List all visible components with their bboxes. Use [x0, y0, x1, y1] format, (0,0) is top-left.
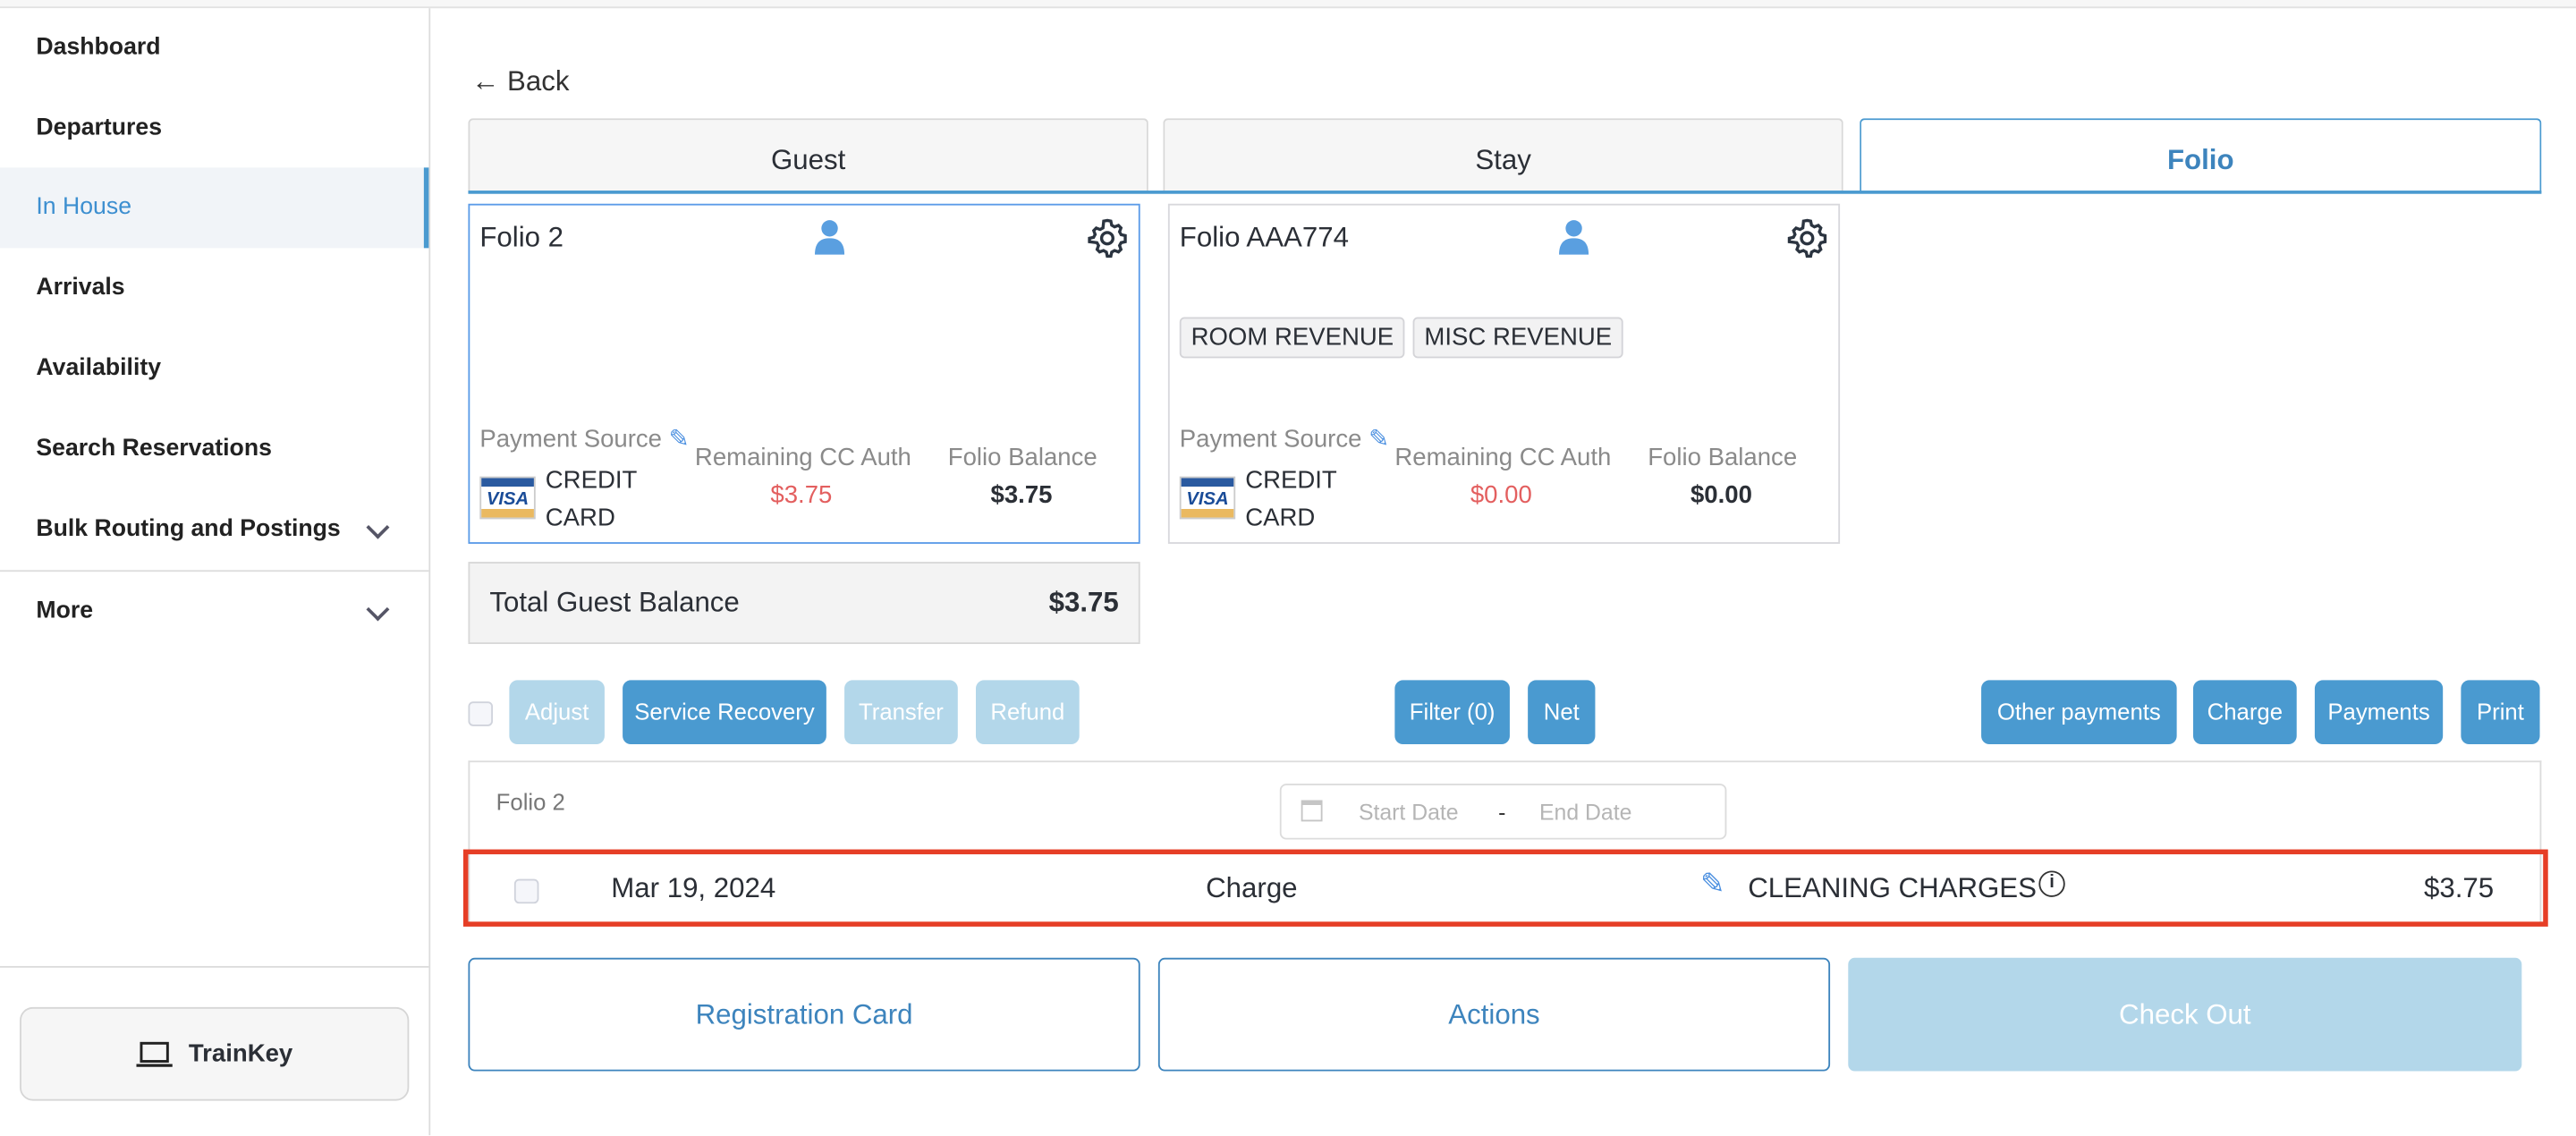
print-button[interactable]: Print: [2461, 680, 2540, 745]
row-checkbox[interactable]: [513, 878, 539, 904]
sidebar-item-more[interactable]: More: [0, 572, 428, 652]
info-icon[interactable]: i: [2038, 870, 2065, 897]
tab-guest[interactable]: Guest: [468, 118, 1148, 192]
folio-transactions-table: Folio 2: [468, 760, 2542, 926]
sidebar-item-arrivals[interactable]: Arrivals: [36, 274, 125, 301]
remaining-cc-auth-label: Remaining CC Auth: [694, 443, 911, 472]
remaining-cc-auth-label: Remaining CC Auth: [1394, 443, 1612, 472]
edit-icon[interactable]: ✎: [1368, 425, 1390, 454]
sidebar-item-label: Bulk Routing and Postings: [36, 515, 341, 543]
sidebar-item-in-house[interactable]: In House: [0, 167, 429, 249]
calendar-icon: [1301, 800, 1323, 822]
total-value: $3.75: [1048, 586, 1119, 618]
row-date: Mar 19, 2024: [611, 872, 776, 904]
revenue-tag: ROOM REVENUE: [1179, 317, 1406, 359]
folio-title: Folio 2: [479, 221, 564, 253]
folio-balance-value: $0.00: [1690, 481, 1752, 510]
folio-balance-label: Folio Balance: [1648, 443, 1798, 472]
tab-underline: [468, 191, 2542, 194]
check-out-button[interactable]: Check Out: [1848, 957, 2522, 1072]
revenue-tag: MISC REVENUE: [1412, 317, 1624, 359]
net-button[interactable]: Net: [1528, 680, 1596, 745]
back-link[interactable]: ← Back: [471, 65, 570, 97]
back-label: Back: [507, 65, 570, 97]
person-icon[interactable]: [1557, 218, 1590, 255]
remaining-cc-auth-value: $3.75: [770, 481, 833, 510]
date-separator: -: [1498, 800, 1506, 826]
filter-button[interactable]: Filter (0): [1394, 680, 1510, 745]
gear-icon[interactable]: [1785, 216, 1828, 259]
sidebar-item-bulk-routing[interactable]: Bulk Routing and Postings: [0, 489, 428, 570]
sidebar: Dashboard Departures In House Arrivals A…: [0, 8, 431, 1136]
payments-button[interactable]: Payments: [2314, 680, 2444, 745]
trainkey-button[interactable]: TrainKey: [20, 1006, 410, 1101]
refund-button[interactable]: Refund: [975, 680, 1080, 745]
chevron-down-icon: [366, 598, 390, 622]
chevron-down-icon: [366, 515, 390, 539]
date-range-input[interactable]: Start Date - End Date: [1279, 784, 1727, 840]
tab-stay[interactable]: Stay: [1163, 118, 1843, 192]
window-top-bar: [0, 0, 2576, 9]
visa-card-icon: VISA: [1179, 476, 1236, 520]
adjust-button[interactable]: Adjust: [509, 680, 605, 745]
payment-method: CREDIT CARD: [1245, 466, 1337, 533]
visa-card-icon: VISA: [479, 476, 536, 520]
registration-card-button[interactable]: Registration Card: [468, 957, 1140, 1072]
person-icon[interactable]: [813, 218, 846, 255]
gear-icon[interactable]: [1086, 216, 1129, 259]
folio-balance-label: Folio Balance: [947, 443, 1097, 472]
edit-icon[interactable]: ✎: [668, 425, 690, 454]
row-amount: $3.75: [2423, 872, 2495, 904]
table-row[interactable]: Mar 19, 2024 Charge ✎ CLEANING CHARGES i…: [462, 849, 2548, 927]
folio-card[interactable]: Folio AAA774 ROOM REVENUE MISC REVENUE P…: [1167, 203, 1841, 544]
charge-button[interactable]: Charge: [2192, 680, 2297, 745]
sidebar-item-search-reservations[interactable]: Search Reservations: [36, 435, 272, 462]
payment-method: CREDIT CARD: [545, 466, 638, 533]
sidebar-item-departures[interactable]: Departures: [36, 114, 163, 141]
other-payments-button[interactable]: Other payments: [1981, 680, 2177, 745]
row-description: CLEANING CHARGES: [1748, 872, 2037, 904]
sidebar-item-dashboard[interactable]: Dashboard: [36, 34, 161, 61]
actions-button[interactable]: Actions: [1157, 957, 1831, 1072]
sidebar-item-availability[interactable]: Availability: [36, 354, 162, 382]
payment-source-label: Payment Source ✎: [479, 425, 690, 454]
row-type: Charge: [1206, 872, 1298, 904]
tab-folio[interactable]: Folio: [1860, 118, 2542, 194]
remaining-cc-auth-value: $0.00: [1470, 481, 1532, 510]
total-guest-balance: Total Guest Balance $3.75: [468, 562, 1140, 644]
folio-card[interactable]: Folio 2 Payment Source ✎ Remaining CC Au…: [468, 203, 1140, 544]
end-date-input[interactable]: End Date: [1538, 800, 1632, 826]
laptop-icon: [136, 1040, 173, 1066]
folio-balance-value: $3.75: [990, 481, 1053, 510]
trainkey-label: TrainKey: [188, 1039, 293, 1068]
divider: [0, 965, 429, 968]
start-date-input[interactable]: Start Date: [1358, 800, 1459, 826]
divider: [0, 570, 429, 572]
folio-title: Folio AAA774: [1179, 221, 1349, 253]
edit-icon[interactable]: ✎: [1699, 867, 1725, 901]
transfer-button[interactable]: Transfer: [844, 680, 958, 745]
payment-source-label: Payment Source ✎: [1179, 425, 1390, 454]
total-label: Total Guest Balance: [489, 586, 740, 618]
service-recovery-button[interactable]: Service Recovery: [623, 680, 826, 745]
select-all-checkbox[interactable]: [468, 701, 494, 726]
table-folio-label: Folio 2: [496, 788, 565, 816]
sidebar-item-label: More: [36, 598, 94, 624]
